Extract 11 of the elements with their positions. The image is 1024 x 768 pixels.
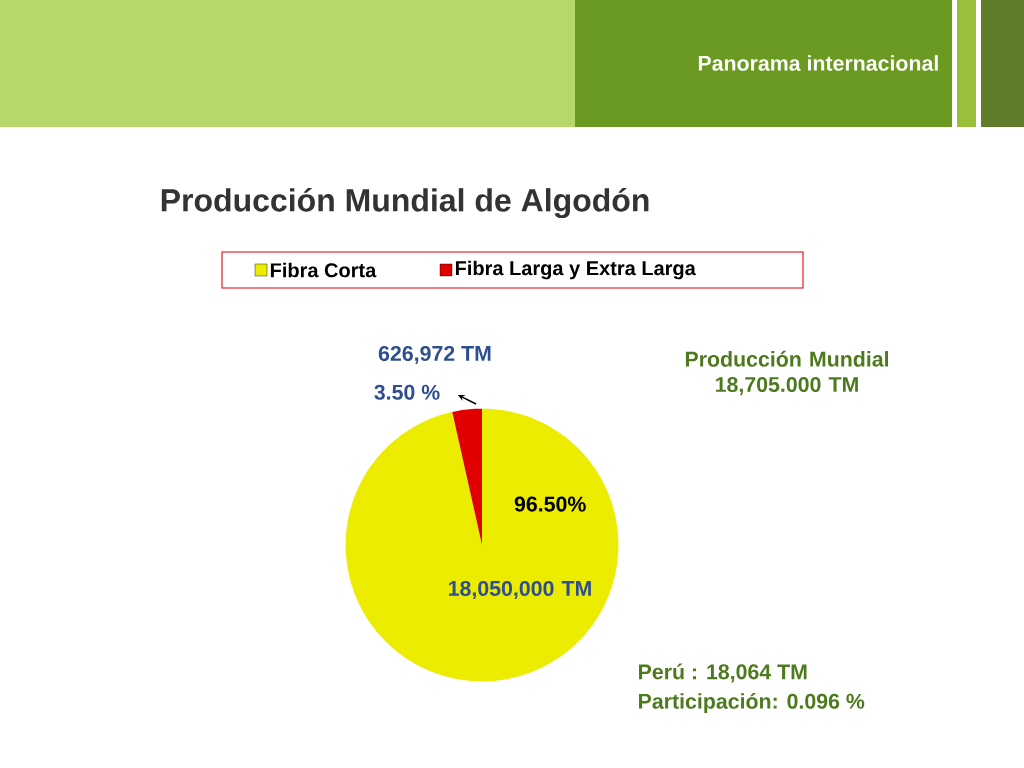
legend-label: Fibra Larga y Extra Larga	[455, 260, 696, 280]
text: Perú : 18,064 TM	[639, 663, 807, 683]
data-label: 3.50 %	[374, 384, 440, 400]
chart-subtitle: Panorama internacional	[698, 55, 938, 71]
chart-title: Producción Mundial de Algodón	[161, 187, 649, 219]
text: Participación: 0.096 %	[639, 692, 865, 714]
text: Producción Mundial 18,705.000 TM	[685, 350, 889, 396]
text: 626,972 TM	[378, 345, 491, 365]
text: 18,050,000 TM	[449, 580, 591, 600]
legend-label: Fibra Corta	[270, 262, 377, 278]
data-label: 96.50%	[514, 496, 586, 512]
